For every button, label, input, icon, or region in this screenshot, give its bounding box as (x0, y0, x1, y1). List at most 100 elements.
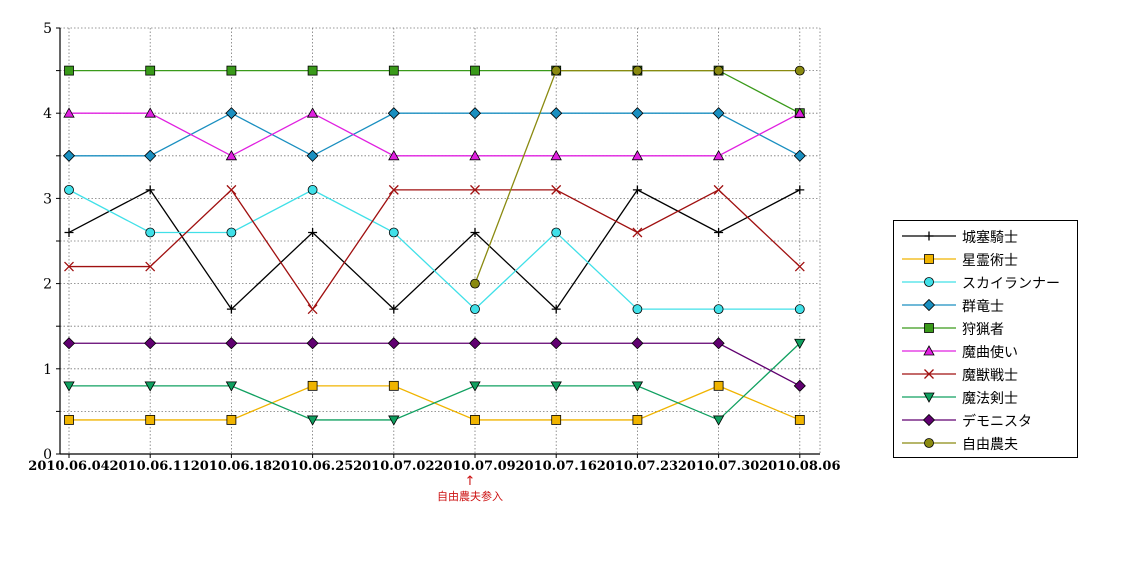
data-point (145, 227, 156, 238)
data-point (793, 149, 806, 162)
data-point (713, 380, 724, 391)
data-point (388, 415, 400, 426)
series-line (68, 189, 801, 311)
data-point (306, 107, 319, 118)
y-tick-label: 3 (43, 191, 52, 207)
data-point (226, 184, 237, 195)
data-point (226, 65, 237, 76)
legend-item: 群竜士 (894, 294, 1077, 317)
data-point (144, 107, 156, 118)
data-point (712, 337, 725, 350)
legend-marker (923, 392, 935, 403)
data-point (550, 381, 562, 392)
series-group (62, 65, 806, 426)
data-point (470, 415, 480, 425)
data-point (145, 185, 155, 195)
series-line (69, 188, 801, 311)
legend-item: デモニスタ (894, 409, 1077, 432)
series-6 (63, 107, 806, 161)
legend-label: 魔獣戦士 (962, 368, 1018, 384)
series-5 (64, 65, 805, 119)
legend-marker (924, 369, 934, 379)
legend-marker (924, 277, 934, 287)
x-tick-label: 2010.07.09 (434, 459, 515, 474)
legend-item: 星霊術士 (894, 248, 1077, 271)
data-point (145, 65, 156, 76)
legend-marker (924, 323, 934, 333)
data-point (794, 261, 805, 272)
data-point (64, 227, 74, 237)
legend-swatch (902, 438, 956, 448)
data-point (307, 65, 318, 76)
x-tick-label: 2010.08.06 (759, 459, 840, 474)
x-tick-label: 2010.07.02 (353, 459, 434, 474)
data-point (795, 185, 805, 195)
data-point (631, 107, 644, 120)
data-point (387, 107, 400, 120)
series-8 (63, 338, 806, 426)
data-point (632, 415, 643, 425)
data-point (469, 149, 481, 161)
data-point (144, 337, 157, 350)
legend-swatch (902, 277, 956, 287)
data-point (793, 379, 806, 392)
data-point (468, 107, 482, 120)
data-point (389, 304, 399, 314)
legend-swatch (902, 298, 956, 312)
axes (56, 27, 820, 458)
data-point (307, 184, 318, 195)
data-point (145, 415, 156, 425)
series-line (69, 112, 801, 157)
data-point (468, 337, 482, 350)
data-point (551, 184, 562, 195)
series-line (69, 69, 801, 114)
legend-label: 狩猟者 (962, 322, 1004, 338)
data-point (64, 415, 74, 425)
y-tick-label: 4 (43, 106, 52, 122)
legend-swatch (902, 369, 956, 379)
data-point (64, 184, 74, 195)
legend-swatch (902, 323, 956, 333)
legend-marker (922, 298, 936, 312)
legend-label: 群竜士 (962, 299, 1004, 315)
series-10 (470, 65, 805, 289)
data-point (388, 380, 399, 391)
data-point (63, 107, 75, 118)
legend-marker (924, 254, 934, 264)
data-point (225, 381, 238, 392)
data-point (632, 304, 643, 315)
data-point (306, 149, 319, 162)
data-point (631, 337, 644, 350)
legend-label: デモニスタ (962, 414, 1032, 430)
data-point (632, 65, 643, 76)
data-point (388, 227, 399, 238)
data-point (226, 415, 237, 425)
data-point (551, 65, 562, 76)
grid (60, 27, 821, 454)
data-point (713, 184, 724, 195)
data-point (550, 149, 562, 161)
data-point (794, 338, 806, 350)
series-9 (62, 337, 806, 392)
data-point (794, 107, 806, 118)
y-tick-label: 5 (43, 21, 52, 37)
data-point (308, 227, 318, 237)
legend-label: 星霊術士 (962, 253, 1018, 269)
data-point (62, 149, 76, 162)
data-point (388, 184, 399, 195)
data-point (470, 278, 480, 289)
data-point (225, 107, 238, 120)
legend-swatch (902, 392, 956, 403)
data-point (712, 107, 725, 120)
data-point (551, 304, 561, 314)
series-1 (64, 185, 805, 314)
legend-swatch (902, 345, 956, 356)
legend-swatch (902, 413, 956, 427)
legend-label: 魔曲使い (962, 345, 1018, 361)
data-point (632, 227, 643, 238)
x-tick-label: 2010.07.30 (678, 459, 759, 474)
data-point (306, 337, 319, 350)
legend-item: 狩猟者 (894, 317, 1077, 340)
data-point (226, 304, 236, 314)
